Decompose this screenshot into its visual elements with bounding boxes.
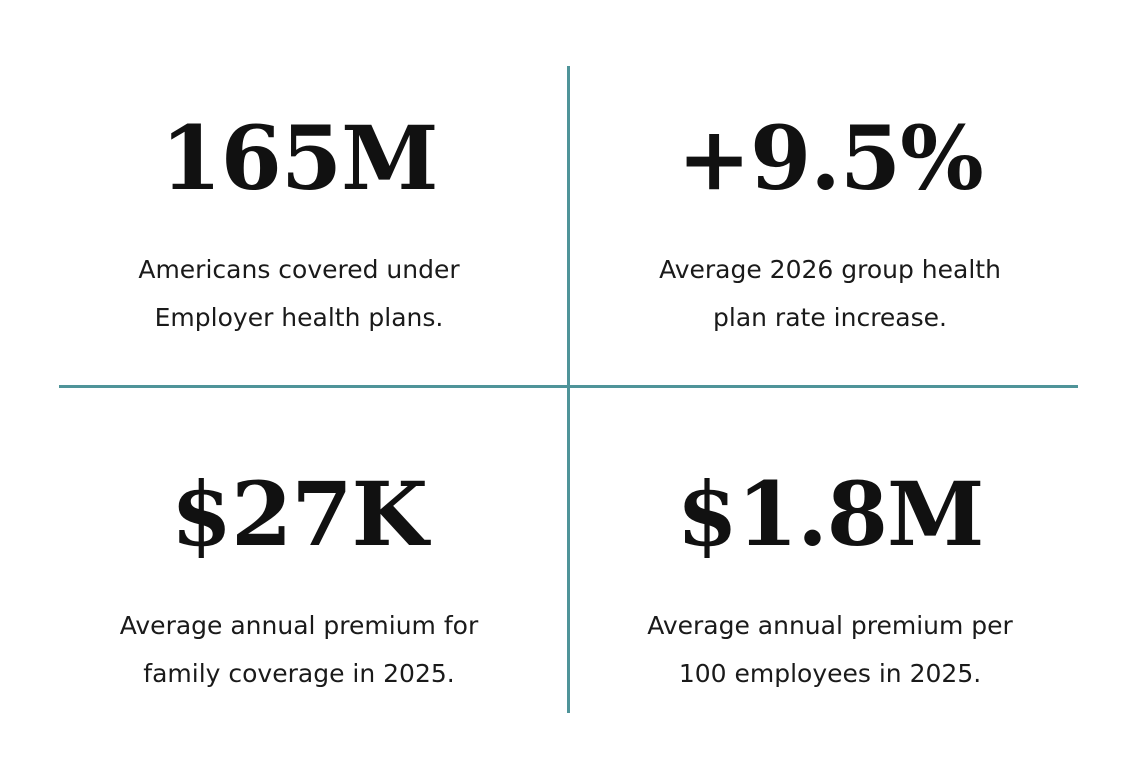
stat-americans-covered: 165M Americans covered under Employer he… [59,108,539,342]
stat-value: 165M [160,106,438,210]
stat-value: +9.5% [677,106,983,210]
vertical-divider [567,66,570,713]
stat-caption: Average annual premium for family covera… [59,602,539,698]
stat-caption-line: Americans covered under [138,255,460,284]
stat-caption-line: family coverage in 2025. [143,659,455,688]
stat-caption-line: Average 2026 group health [659,255,1001,284]
stat-caption-line: Employer health plans. [154,303,444,332]
stat-caption: Average 2026 group health plan rate incr… [590,246,1070,342]
stat-value: $27K [170,462,428,566]
stat-caption-line: 100 employees in 2025. [678,659,982,688]
stat-caption-line: Average annual premium per [647,611,1013,640]
stat-family-premium: $27K Average annual premium for family c… [59,464,539,698]
stat-caption: Average annual premium per 100 employees… [590,602,1070,698]
stat-caption-line: Average annual premium for [119,611,479,640]
stat-premium-per-100: $1.8M Average annual premium per 100 emp… [590,464,1070,698]
stat-caption: Americans covered under Employer health … [59,246,539,342]
stat-caption-line: plan rate increase. [713,303,947,332]
stat-value: $1.8M [676,462,985,566]
stat-rate-increase: +9.5% Average 2026 group health plan rat… [590,108,1070,342]
horizontal-divider [59,385,1078,388]
